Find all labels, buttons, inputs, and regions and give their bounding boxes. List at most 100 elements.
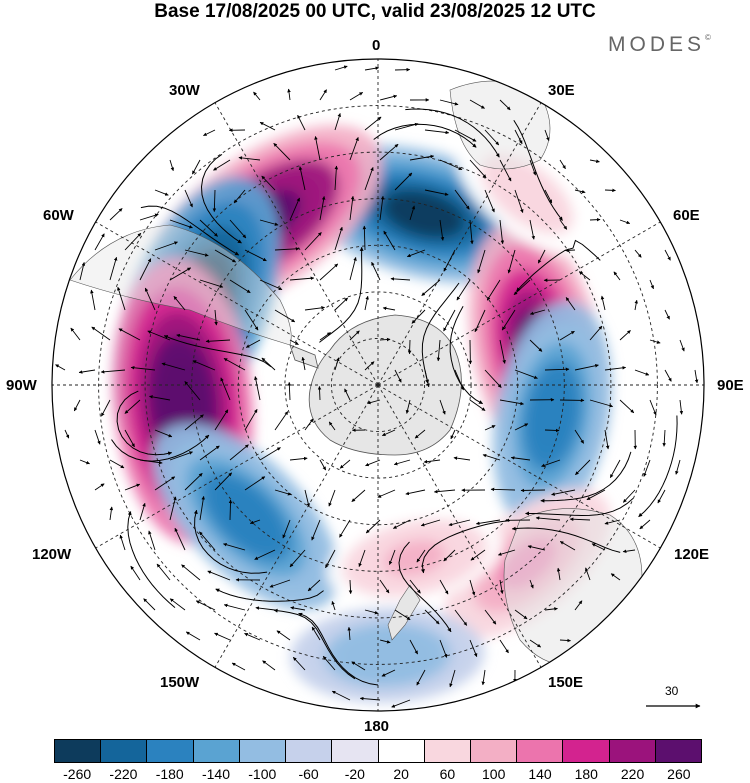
- wind-arrow: [214, 472, 233, 491]
- wind-arrow: [407, 339, 412, 355]
- wind-arrow: [604, 429, 610, 450]
- wind-arrow: [359, 696, 381, 701]
- wind-arrow: [604, 366, 627, 371]
- wind-arrow: [520, 488, 546, 493]
- wind-arrow: [249, 519, 261, 525]
- wind-arrow: [443, 549, 456, 562]
- wind-arrow: [381, 669, 396, 677]
- wind-arrow: [91, 326, 111, 341]
- wind-arrow: [484, 609, 497, 625]
- wind-arrow: [229, 279, 251, 294]
- wind-arrow: [143, 598, 156, 611]
- wind-arrow: [199, 531, 216, 551]
- wind-arrow: [469, 159, 487, 179]
- wind-arrow: [529, 219, 536, 240]
- wind-arrow: [541, 459, 561, 468]
- wind-arrow: [365, 459, 381, 467]
- wind-arrow: [349, 195, 355, 221]
- wind-arrow: [254, 549, 276, 560]
- wind-arrow: [231, 662, 246, 671]
- wind-arrow: [406, 249, 426, 258]
- wind-arrow: [319, 332, 331, 341]
- wind-arrow: [64, 429, 70, 439]
- wind-arrow: [109, 459, 125, 469]
- wind-arrow: [349, 257, 357, 281]
- wind-arrow: [649, 339, 661, 344]
- wind-arrow: [544, 189, 553, 204]
- streamline: [111, 434, 210, 462]
- wind-arrow: [589, 217, 601, 222]
- wind-arrow: [223, 603, 246, 611]
- wind-arrow: [124, 232, 142, 251]
- wind-arrow: [273, 142, 291, 161]
- colorbar-swatch: [286, 740, 333, 762]
- colorbar-tick-label: 260: [667, 766, 691, 782]
- wind-arrow: [325, 549, 336, 569]
- wind-arrow: [322, 656, 336, 671]
- wind-arrow: [349, 330, 360, 341]
- wind-arrow: [381, 429, 396, 437]
- wind-arrow: [379, 579, 390, 594]
- wind-arrow: [559, 638, 571, 643]
- colorbar-swatch: [424, 740, 471, 762]
- latitude-circle: [98, 105, 658, 665]
- wind-arrow: [149, 395, 171, 401]
- wind-arrow: [261, 175, 276, 191]
- wind-arrow: [604, 519, 621, 525]
- wind-arrow: [436, 339, 441, 362]
- wind-arrow: [379, 639, 391, 644]
- wind-arrow: [514, 609, 528, 620]
- wind-arrow: [643, 459, 651, 477]
- wind-arrow: [192, 159, 201, 175]
- wind-arrow: [499, 399, 524, 406]
- wind-arrow: [639, 519, 651, 530]
- wind-arrow: [499, 159, 512, 182]
- wind-arrow: [591, 543, 606, 551]
- meridian-line: [95, 384, 379, 549]
- streamline: [513, 119, 563, 221]
- wind-arrow: [328, 489, 336, 507]
- wind-arrow: [409, 639, 418, 655]
- wind-arrow: [578, 271, 591, 281]
- wind-arrow: [470, 549, 486, 561]
- wind-arrow: [259, 121, 276, 131]
- wind-arrow: [229, 219, 247, 239]
- wind-arrow: [184, 189, 193, 208]
- wind-arrow: [238, 156, 261, 161]
- wind-arrow: [559, 330, 575, 341]
- wind-arrow: [513, 279, 531, 296]
- wind-arrow: [156, 563, 171, 581]
- wind-arrow: [109, 256, 118, 281]
- wind-arrow: [439, 399, 446, 415]
- colorbar-swatch: [193, 740, 240, 762]
- wind-arrow: [475, 519, 501, 526]
- wind-arrow: [529, 339, 543, 352]
- wind-arrow: [139, 258, 152, 281]
- colorbar-tick-label: 100: [482, 766, 506, 782]
- lon-label-90e: 90E: [717, 377, 744, 394]
- wind-arrow: [269, 579, 291, 588]
- wind-arrow: [486, 279, 501, 301]
- meridian-line: [214, 384, 379, 668]
- wind-arrow: [551, 489, 576, 496]
- wind-arrow: [364, 167, 374, 191]
- streamline: [273, 608, 356, 680]
- wind-arrow: [416, 669, 426, 686]
- wind-arrow: [259, 447, 281, 461]
- wind-arrow: [450, 429, 456, 440]
- wind-arrow: [416, 549, 426, 563]
- modes-logo: MODES©: [608, 33, 711, 57]
- wind-arrow: [169, 598, 186, 611]
- wind-arrow: [379, 195, 385, 221]
- wind-arrow: [319, 196, 326, 221]
- wind-arrow: [199, 279, 224, 288]
- wind-arrow: [274, 309, 296, 323]
- wind-arrow: [130, 565, 141, 581]
- meridian-line: [95, 221, 379, 386]
- wind-arrow: [469, 99, 485, 109]
- colorbar-swatch: [55, 740, 102, 762]
- wind-arrow: [544, 367, 570, 372]
- wind-arrow: [317, 386, 322, 401]
- wind-arrow: [117, 286, 126, 311]
